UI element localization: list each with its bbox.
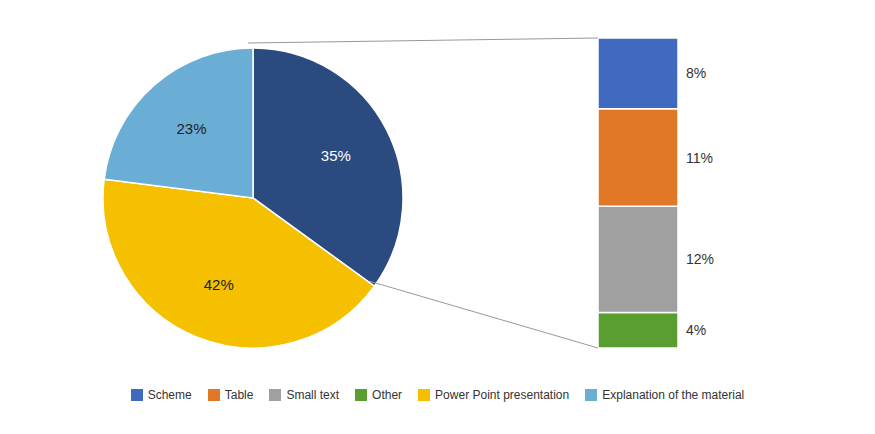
svg-text:8%: 8% (686, 65, 706, 81)
svg-text:4%: 4% (686, 322, 706, 338)
html-text:Explanation of the material: Explanation of the material (602, 388, 745, 402)
html-text:Scheme: Scheme (147, 388, 192, 402)
html-text:Power Point presentation: Power Point presentation (435, 388, 570, 402)
svg-text:35%: 35% (321, 147, 351, 164)
html-text:Table: Table (224, 388, 254, 402)
svg-text:11%: 11% (686, 150, 713, 166)
html-text:Other: Other (372, 388, 403, 402)
svg-text:42%: 42% (204, 276, 234, 293)
svg-text:23%: 23% (176, 120, 206, 137)
svg-text:12%: 12% (686, 251, 714, 267)
html-text:Small text: Small text (286, 388, 340, 402)
